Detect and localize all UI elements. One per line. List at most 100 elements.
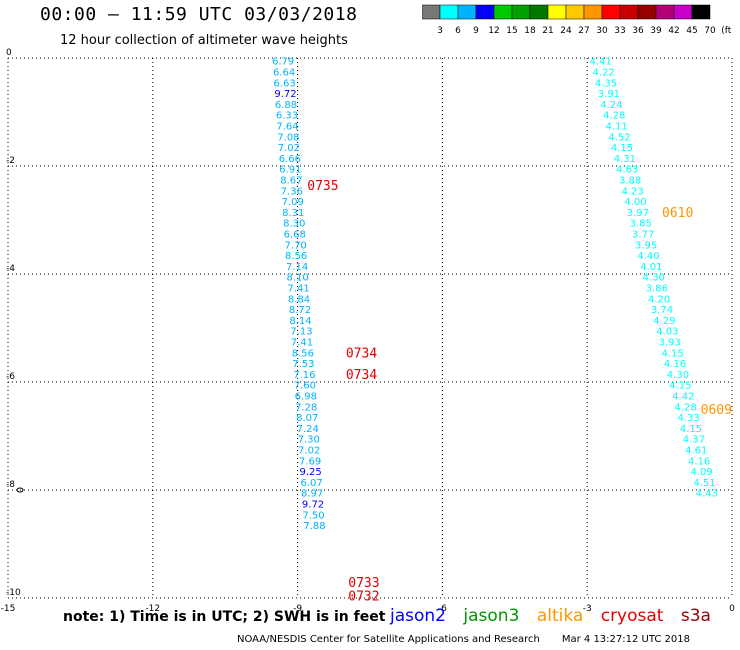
wave-height-value: 8.07 [296,413,318,424]
y-tick-label: 0 [6,48,12,58]
y-tick-label: -10 [6,588,21,598]
chart-subtitle: 12 hour collection of altimeter wave hei… [60,33,348,48]
wave-height-value: 3.97 [627,208,649,219]
footer-credit: NOAA/NESDIS Center for Satellite Applica… [237,634,690,645]
wave-height-value: 4.24 [600,100,622,111]
wave-height-value: 4.63 [616,165,638,176]
wave-height-value: 7.28 [295,402,317,413]
colorbar-label: 24 [560,26,572,36]
wave-height-value: 4.23 [621,186,643,197]
units-note: note: 1) Time is in UTC; 2) SWH is in fe… [63,609,386,625]
colorbar-label: 18 [524,26,536,36]
colorbar-label: 12 [488,26,499,36]
wave-height-value: 3.88 [619,176,641,187]
wave-height-value: 4.15 [661,348,683,359]
colorbar-label: 45 [686,26,697,36]
wave-height-value: 7.41 [287,284,309,295]
legend-s3a: s3a [680,606,711,626]
wave-height-value: 3.91 [598,89,620,100]
wave-height-value: 7.60 [294,381,316,392]
wave-height-value: 3.86 [646,284,668,295]
colorbar-label: 39 [650,26,662,36]
wave-height-value: 8.72 [289,305,311,316]
chart-title: 00:00 – 11:59 UTC 03/03/2018 [40,4,358,25]
credit-text: NOAA/NESDIS Center for Satellite Applica… [237,634,540,645]
colorbar-label: 30 [596,26,608,36]
colorbar-label: 27 [578,26,589,36]
wave-height-value: 6.64 [273,68,295,79]
wave-height-value: 3.85 [630,219,652,230]
colorbar-label: 42 [668,26,679,36]
wave-height-value: 4.15 [611,143,633,154]
wave-height-value: 4.20 [648,294,670,305]
wave-height-value: 3.95 [635,240,657,251]
wave-height-value: 7.14 [286,262,308,273]
wave-height-value: 7.70 [285,240,307,251]
wave-height-value: 4.51 [693,478,715,489]
legend-jason3: jason3 [463,606,520,626]
pass-time-label: 0734 [346,346,377,361]
x-tick-label: -3 [583,604,592,614]
wave-height-value: 7.50 [302,510,324,521]
wave-height-value: 4.61 [685,446,707,457]
legend-altika: altika [536,606,584,626]
wave-height-value: 6.68 [284,230,306,241]
x-tick-label: -6 [438,604,447,614]
wave-height-value: 4.30 [667,370,689,381]
timestamp-text: Mar 4 13:27:12 UTC 2018 [561,634,690,645]
wave-height-value: 4.16 [664,359,686,370]
wave-height-value: 8.31 [282,208,304,219]
wave-height-value: 7.08 [277,132,299,143]
colorbar-label: 21 [542,26,553,36]
pass-time-label: 0735 [307,179,338,194]
wave-height-value: 9.25 [299,467,321,478]
wave-height-value: 4.28 [675,402,697,413]
track-east: 4.414.224.353.914.244.284.114.524.154.31… [590,57,718,500]
wave-height-value: 8.56 [285,251,307,262]
wave-height-value: 7.41 [291,338,313,349]
colorbar-swatch [691,4,711,20]
colorbar-label: (ft) [721,26,732,36]
wave-height-value: 4.01 [640,262,662,273]
wave-height-value: 6.79 [272,57,294,68]
wave-height-value: 6.33 [276,111,298,122]
wave-height-value: 4.09 [690,467,712,478]
x-tick-label: -9 [293,604,302,614]
wave-height-value: 4.40 [637,251,659,262]
wave-height-value: 4.16 [688,456,710,467]
colorbar-label: 3 [437,26,443,36]
wave-height-value: 4.31 [614,154,636,165]
wave-height-value: 4.30 [643,273,665,284]
wave-height-value: 4.33 [677,413,699,424]
wave-height-value: 4.42 [672,392,694,403]
wave-height-value: 3.74 [651,305,673,316]
colorbar-label: 33 [614,26,625,36]
wave-height-value: 3.77 [632,230,654,241]
colorbar-label: 70 [704,26,716,36]
wave-height-value: 8.14 [289,316,311,327]
y-tick-label: -2 [6,156,15,166]
wave-height-value: 7.13 [290,327,312,338]
x-tick-label: 0 [729,604,735,614]
wave-height-value: 4.52 [608,132,630,143]
wave-height-value: 7.24 [297,424,319,435]
satellite-legend: jason2 jason3 altika cryosat s3a [390,606,723,626]
pass-time-label: 0610 [662,206,693,221]
wave-height-value: 8.56 [292,348,314,359]
wave-height-value: 8.97 [301,489,323,500]
wave-height-value: 7.53 [292,359,314,370]
wave-height-value: 4.43 [696,489,718,500]
wave-height-value: 8.10 [286,273,308,284]
wave-height-value: 4.03 [656,327,678,338]
y-tick-label: -8 [6,480,15,490]
wave-height-value: 7.88 [303,521,325,532]
wave-height-value: 7.02 [278,143,300,154]
wave-height-value: 7.30 [298,435,320,446]
colorbar-label: 36 [632,26,644,36]
wave-height-value: 4.15 [669,381,691,392]
colorbar-label: 6 [455,26,461,36]
wave-height-value: 4.00 [624,197,646,208]
track-west: 6.796.646.639.726.886.337.647.087.026.66… [272,57,326,532]
legend-jason2: jason2 [390,606,446,626]
wave-height-value: 8.67 [280,176,302,187]
